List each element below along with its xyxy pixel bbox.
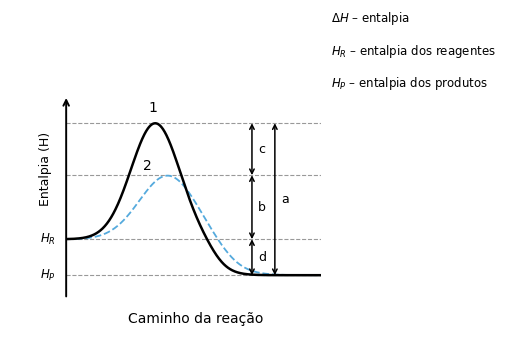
Text: Entalpia (H): Entalpia (H) [39,132,52,206]
Text: 1: 1 [148,101,157,115]
Text: $H_R$ – entalpia dos reagentes: $H_R$ – entalpia dos reagentes [331,42,496,60]
Text: $H_P$ – entalpia dos produtos: $H_P$ – entalpia dos produtos [331,75,488,92]
Text: c: c [258,143,265,156]
Text: d: d [258,251,266,264]
Text: $H_P$: $H_P$ [40,268,56,283]
Text: $\Delta H$ – entalpia: $\Delta H$ – entalpia [331,10,410,27]
Text: 2: 2 [143,159,152,173]
Text: Caminho da reação: Caminho da reação [128,312,264,326]
Text: $H_R$: $H_R$ [40,232,56,247]
Text: b: b [258,201,266,214]
Text: a: a [281,193,289,206]
